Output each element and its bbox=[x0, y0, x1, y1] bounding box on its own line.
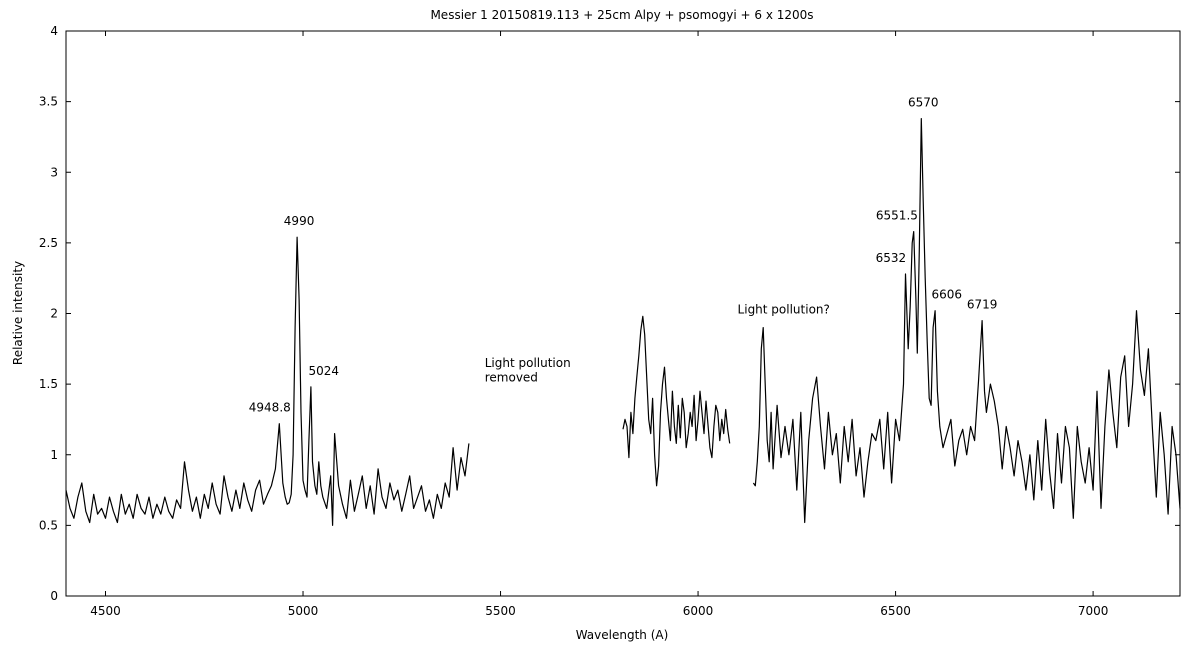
y-tick-label: 3 bbox=[50, 165, 58, 179]
peak-annotation: 6606 bbox=[931, 288, 962, 302]
peak-annotation: 5024 bbox=[309, 364, 340, 378]
y-tick-label: 0.5 bbox=[39, 518, 58, 532]
x-tick-label: 5500 bbox=[485, 604, 516, 618]
x-tick-label: 7000 bbox=[1078, 604, 1109, 618]
y-tick-label: 1.5 bbox=[39, 377, 58, 391]
x-tick-label: 6500 bbox=[880, 604, 911, 618]
peak-annotation: 6551.5 bbox=[876, 209, 918, 223]
x-tick-label: 4500 bbox=[90, 604, 121, 618]
peak-annotation: 4948.8 bbox=[249, 401, 291, 415]
y-tick-label: 3.5 bbox=[39, 95, 58, 109]
spectrum-segment-1 bbox=[65, 236, 470, 527]
spectrum-series bbox=[65, 117, 1181, 527]
spectrum-segment-3 bbox=[752, 117, 1181, 524]
x-tick-label: 5000 bbox=[288, 604, 319, 618]
y-axis-label: Relative intensity bbox=[11, 261, 25, 365]
peak-annotation: 4990 bbox=[284, 214, 315, 228]
peak-annotation: Light pollution bbox=[485, 356, 571, 370]
plot-frame bbox=[65, 30, 1181, 597]
y-tick-label: 2 bbox=[50, 307, 58, 321]
y-tick-label: 4 bbox=[50, 24, 58, 38]
x-axis-label: Wavelength (A) bbox=[576, 628, 669, 642]
y-tick-label: 1 bbox=[50, 448, 58, 462]
x-axis: 4500 5000 5500 6000 6500 7000 bbox=[90, 31, 1108, 618]
y-axis: 0 0.5 1 1.5 2 2.5 3 3.5 4 bbox=[39, 24, 1180, 603]
x-tick-label: 6000 bbox=[683, 604, 714, 618]
peak-annotation: 6719 bbox=[967, 298, 998, 312]
peak-annotation: 6532 bbox=[876, 251, 907, 265]
y-tick-label: 0 bbox=[50, 589, 58, 603]
peak-annotation: Light pollution? bbox=[738, 303, 830, 317]
spectrum-segment-2 bbox=[622, 315, 731, 487]
peak-annotation: 6570 bbox=[908, 96, 939, 110]
chart-title: Messier 1 20150819.113 + 25cm Alpy + pso… bbox=[430, 8, 813, 22]
peak-annotation: removed bbox=[485, 370, 538, 384]
y-tick-label: 2.5 bbox=[39, 236, 58, 250]
